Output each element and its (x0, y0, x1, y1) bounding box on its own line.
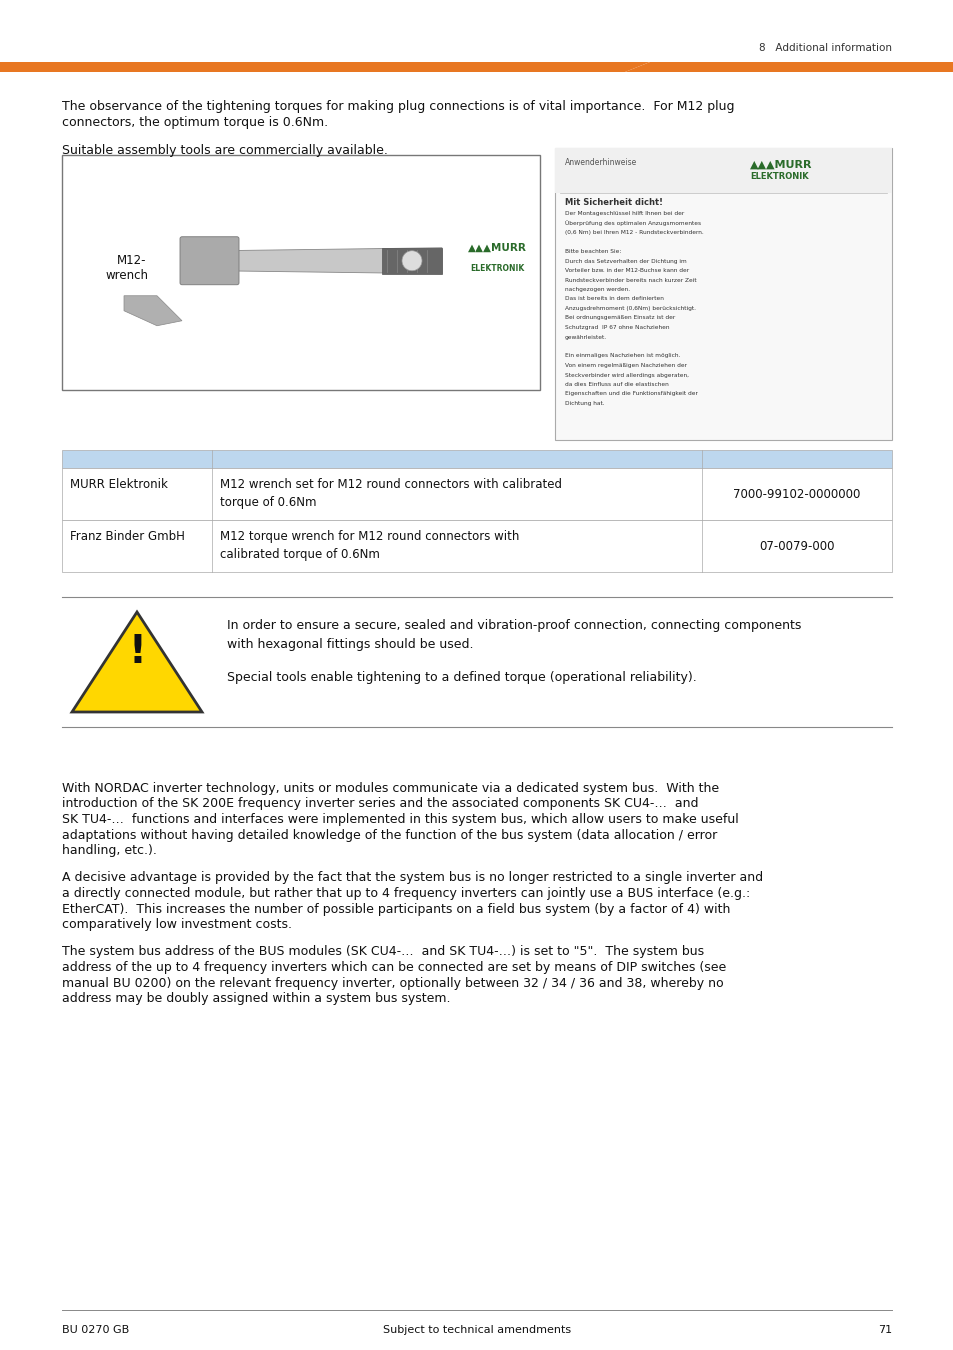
Text: Überprüfung des optimalen Anzugsmomentes: Überprüfung des optimalen Anzugsmomentes (564, 220, 700, 227)
Text: Der Montageschlüssel hilft Ihnen bei der: Der Montageschlüssel hilft Ihnen bei der (564, 211, 683, 216)
Text: M12 torque wrench for M12 round connectors with
calibrated torque of 0.6Nm: M12 torque wrench for M12 round connecto… (220, 531, 518, 562)
FancyBboxPatch shape (555, 148, 891, 440)
Text: Ein einmaliges Nachziehen ist möglich.: Ein einmaliges Nachziehen ist möglich. (564, 354, 679, 359)
FancyBboxPatch shape (62, 520, 891, 572)
Text: wrench: wrench (106, 269, 149, 282)
Text: 07-0079-000: 07-0079-000 (759, 540, 834, 552)
Text: Special tools enable tightening to a defined torque (operational reliability).: Special tools enable tightening to a def… (227, 671, 696, 684)
Text: Schutzgrad  IP 67 ohne Nachziehen: Schutzgrad IP 67 ohne Nachziehen (564, 325, 669, 329)
Text: BU 0270 GB: BU 0270 GB (62, 1324, 129, 1335)
Text: SK TU4-…  functions and interfaces were implemented in this system bus, which al: SK TU4-… functions and interfaces were i… (62, 813, 738, 826)
Text: Bei ordnungsgemäßen Einsatz ist der: Bei ordnungsgemäßen Einsatz ist der (564, 316, 675, 320)
Polygon shape (71, 612, 202, 711)
Text: Dichtung hat.: Dichtung hat. (564, 401, 604, 406)
FancyBboxPatch shape (62, 450, 891, 468)
Text: ELEKTRONIK: ELEKTRONIK (470, 263, 523, 273)
Text: Subject to technical amendments: Subject to technical amendments (382, 1324, 571, 1335)
Text: ▲▲▲MURR: ▲▲▲MURR (750, 161, 812, 170)
Text: !: ! (128, 633, 146, 671)
Text: adaptations without having detailed knowledge of the function of the bus system : adaptations without having detailed know… (62, 829, 717, 841)
Text: (0,6 Nm) bei Ihren M12 - Rundsteckverbindern.: (0,6 Nm) bei Ihren M12 - Rundsteckverbin… (564, 230, 703, 235)
Text: 7000-99102-0000000: 7000-99102-0000000 (733, 487, 860, 501)
FancyBboxPatch shape (180, 236, 239, 285)
FancyBboxPatch shape (62, 468, 891, 520)
Polygon shape (624, 62, 953, 72)
Text: The observance of the tightening torques for making plug connections is of vital: The observance of the tightening torques… (62, 100, 734, 113)
Text: Vorteiler bzw. in der M12-Buchse kann der: Vorteiler bzw. in der M12-Buchse kann de… (564, 269, 688, 273)
Text: address of the up to 4 frequency inverters which can be connected are set by mea: address of the up to 4 frequency inverte… (62, 961, 725, 973)
Text: handling, etc.).: handling, etc.). (62, 844, 156, 857)
Text: introduction of the SK 200E frequency inverter series and the associated compone: introduction of the SK 200E frequency in… (62, 798, 698, 810)
FancyBboxPatch shape (62, 155, 539, 390)
Text: connectors, the optimum torque is 0.6Nm.: connectors, the optimum torque is 0.6Nm. (62, 116, 328, 130)
Text: MURR Elektronik: MURR Elektronik (70, 478, 168, 491)
Text: Das ist bereits in dem definierten: Das ist bereits in dem definierten (564, 297, 663, 301)
Text: The system bus address of the BUS modules (SK CU4-…  and SK TU4-…) is set to "5": The system bus address of the BUS module… (62, 945, 703, 958)
Text: Rundsteckverbinder bereits nach kurzer Zeit: Rundsteckverbinder bereits nach kurzer Z… (564, 278, 696, 282)
Text: comparatively low investment costs.: comparatively low investment costs. (62, 918, 292, 932)
Text: nachgezogen werden.: nachgezogen werden. (564, 288, 630, 292)
Text: 71: 71 (877, 1324, 891, 1335)
Text: With NORDAC inverter technology, units or modules communicate via a dedicated sy: With NORDAC inverter technology, units o… (62, 782, 719, 795)
Text: Franz Binder GmbH: Franz Binder GmbH (70, 531, 185, 543)
Text: Bitte beachten Sie:: Bitte beachten Sie: (564, 248, 620, 254)
Text: M12-: M12- (117, 254, 147, 267)
Text: Anwenderhinweise: Anwenderhinweise (564, 158, 637, 167)
Text: In order to ensure a secure, sealed and vibration-proof connection, connecting c: In order to ensure a secure, sealed and … (227, 620, 801, 651)
Text: ELEKTRONIK: ELEKTRONIK (750, 171, 808, 181)
Text: address may be doubly assigned within a system bus system.: address may be doubly assigned within a … (62, 992, 450, 1004)
Text: a directly connected module, but rather that up to 4 frequency inverters can joi: a directly connected module, but rather … (62, 887, 749, 900)
Text: 8   Additional information: 8 Additional information (759, 43, 891, 53)
Text: Eigenschaften und die Funktionsfähigkeit der: Eigenschaften und die Funktionsfähigkeit… (564, 392, 698, 397)
Circle shape (401, 251, 421, 271)
Text: ▲▲▲MURR: ▲▲▲MURR (467, 243, 526, 252)
FancyBboxPatch shape (555, 148, 891, 193)
Text: Durch das Setzverhalten der Dichtung im: Durch das Setzverhalten der Dichtung im (564, 258, 686, 263)
Text: Steckverbinder wird allerdings abgeraten,: Steckverbinder wird allerdings abgeraten… (564, 373, 688, 378)
Text: manual BU 0200) on the relevant frequency inverter, optionally between 32 / 34 /: manual BU 0200) on the relevant frequenc… (62, 976, 723, 990)
Text: gewährleistet.: gewährleistet. (564, 335, 606, 339)
Polygon shape (0, 62, 649, 72)
FancyBboxPatch shape (381, 248, 441, 274)
Text: Suitable assembly tools are commercially available.: Suitable assembly tools are commercially… (62, 144, 388, 157)
Text: M12 wrench set for M12 round connectors with calibrated
torque of 0.6Nm: M12 wrench set for M12 round connectors … (220, 478, 561, 509)
Text: Anzugsdrehmoment (0,6Nm) berücksichtigt.: Anzugsdrehmoment (0,6Nm) berücksichtigt. (564, 306, 696, 310)
Text: EtherCAT).  This increases the number of possible participants on a field bus sy: EtherCAT). This increases the number of … (62, 903, 730, 915)
Text: Von einem regelmäßigen Nachziehen der: Von einem regelmäßigen Nachziehen der (564, 363, 686, 369)
Text: A decisive advantage is provided by the fact that the system bus is no longer re: A decisive advantage is provided by the … (62, 872, 762, 884)
Polygon shape (216, 248, 441, 274)
Text: Mit Sicherheit dicht!: Mit Sicherheit dicht! (564, 198, 662, 207)
Text: da dies Einfluss auf die elastischen: da dies Einfluss auf die elastischen (564, 382, 668, 387)
Polygon shape (124, 296, 182, 325)
